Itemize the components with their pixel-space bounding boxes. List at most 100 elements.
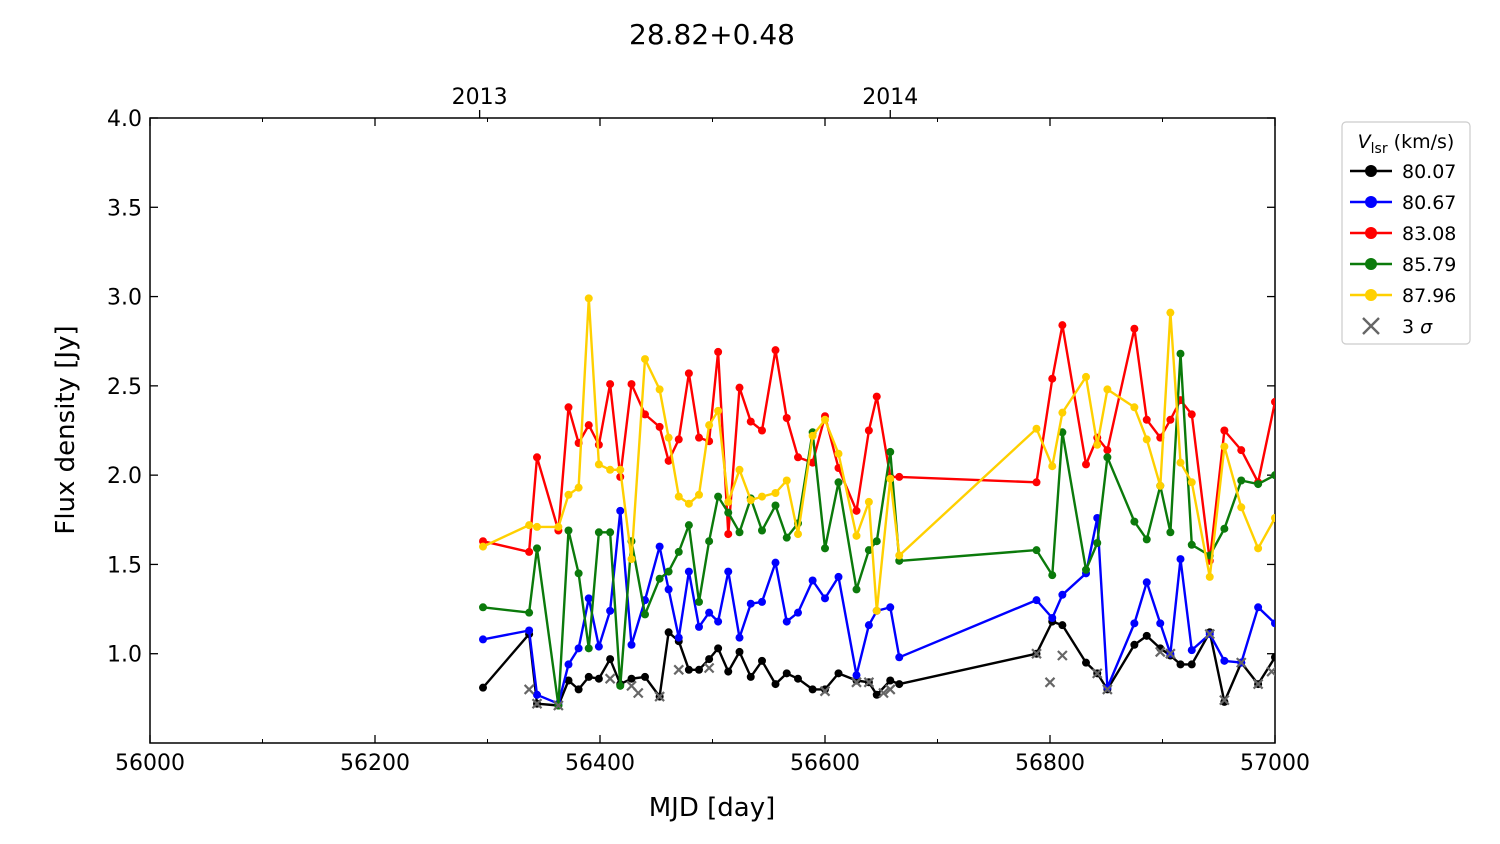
data-point (1048, 374, 1057, 383)
y-axis-title: Flux density [Jy] (51, 325, 81, 534)
data-point (1082, 565, 1090, 574)
data-point (714, 347, 723, 356)
data-point (782, 414, 791, 422)
data-point (1032, 424, 1041, 433)
data-point (479, 542, 487, 551)
data-point (771, 346, 780, 355)
data-point (684, 369, 693, 378)
legend-title: Vlsr (km/s) (1358, 131, 1455, 157)
series-line (482, 297, 1275, 613)
y-tick-label: 2.5 (107, 375, 142, 400)
y-tick-label: 2.0 (107, 464, 142, 489)
sigma-marker (1252, 678, 1264, 690)
series-5 (523, 628, 1275, 711)
data-point (864, 621, 873, 630)
data-point (641, 410, 649, 419)
x-tick-label: 56000 (115, 751, 185, 776)
data-point (1082, 460, 1090, 469)
data-point (1220, 656, 1229, 665)
data-point (616, 681, 625, 690)
data-point (1156, 619, 1165, 628)
data-point (1166, 528, 1175, 537)
legend: Vlsr (km/s) 80.07 80.67 83.08 85.79 87.96 3 σ (1341, 121, 1471, 345)
data-point (724, 667, 733, 676)
data-point (1176, 555, 1185, 564)
data-point (533, 544, 541, 553)
series-4 (479, 294, 1275, 615)
data-point (1187, 660, 1196, 669)
data-point (594, 674, 603, 683)
data-point (746, 599, 755, 608)
data-point (1187, 646, 1196, 655)
data-point (1220, 426, 1229, 435)
data-point (533, 453, 541, 462)
data-point (714, 617, 723, 626)
data-point (895, 680, 904, 689)
data-point (771, 489, 780, 497)
data-point (1271, 619, 1275, 628)
data-point (574, 483, 583, 492)
data-point (782, 669, 791, 678)
y-tick-label: 1.0 (107, 643, 142, 668)
data-point (735, 383, 744, 392)
data-point (852, 671, 861, 680)
data-point (1254, 603, 1263, 612)
data-point (724, 497, 733, 506)
x-tick-label: 56600 (790, 751, 860, 776)
data-point (627, 640, 636, 649)
data-point (1048, 462, 1057, 471)
data-point (821, 544, 829, 553)
data-point (834, 669, 843, 678)
data-point (1237, 476, 1246, 485)
sigma-marker (632, 687, 644, 699)
data-point (808, 685, 817, 694)
data-point (821, 594, 829, 603)
data-point (1130, 517, 1139, 526)
data-point (746, 496, 755, 505)
legend-label: 80.07 (1402, 161, 1456, 183)
data-point (479, 635, 487, 644)
data-point (1048, 571, 1057, 580)
data-point (724, 530, 733, 539)
sigma-marker (654, 691, 665, 702)
data-point (895, 472, 904, 481)
data-point (606, 606, 615, 615)
x-tick-label: 56400 (565, 751, 635, 776)
data-point (574, 569, 583, 578)
legend-marker-sigma (1362, 317, 1380, 335)
data-point (1166, 308, 1175, 317)
data-point (655, 385, 664, 394)
data-point (584, 294, 593, 303)
data-point (684, 521, 693, 530)
data-point (1130, 403, 1139, 412)
legend-label: 85.79 (1402, 254, 1456, 276)
data-point (834, 572, 843, 581)
data-point (594, 642, 603, 651)
data-point (794, 453, 802, 462)
data-point (735, 528, 744, 537)
y-tick-label: 1.5 (107, 553, 142, 578)
data-point (664, 456, 673, 465)
data-point (758, 492, 766, 501)
sigma-marker (673, 664, 685, 676)
data-point (564, 403, 573, 412)
data-point (664, 585, 673, 594)
data-point (714, 644, 723, 653)
data-point (564, 660, 573, 669)
data-point (594, 460, 603, 469)
data-point (1093, 539, 1102, 547)
data-point (1142, 535, 1151, 544)
data-point (758, 526, 766, 535)
data-point (1058, 428, 1067, 437)
data-point (1271, 397, 1275, 406)
data-point (864, 546, 873, 555)
x-tick-label: 57000 (1240, 751, 1310, 776)
chart-title: 28.82+0.48 (629, 18, 795, 51)
data-point (479, 683, 487, 692)
x-tick-label: 56800 (1015, 751, 1085, 776)
legend-marker (1365, 196, 1377, 208)
data-point (574, 685, 583, 694)
data-point (1142, 578, 1151, 587)
data-point (525, 608, 534, 617)
